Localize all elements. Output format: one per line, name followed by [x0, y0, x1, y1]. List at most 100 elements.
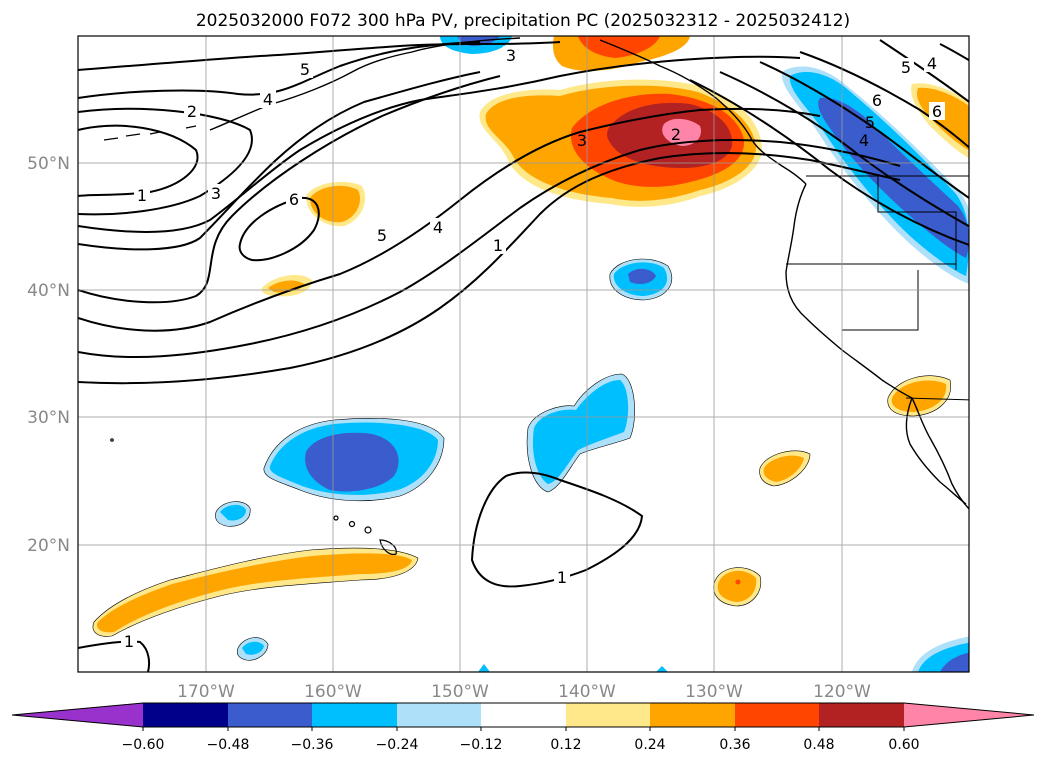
precip-outline [713, 567, 762, 607]
map-gridlines [78, 36, 969, 672]
precip-negative-area [940, 652, 969, 672]
precip-negative-area [220, 504, 246, 521]
lat-label: 20°N [27, 536, 70, 556]
baja-coastline [905, 397, 967, 505]
colorbar-tick-label: 0.36 [719, 737, 750, 753]
island [348, 520, 356, 528]
lat-label: 50°N [27, 154, 70, 174]
contour-label: 4 [927, 54, 937, 73]
pv-contour-line [78, 107, 253, 216]
precip-outline [526, 373, 635, 493]
pv-contour-line [78, 55, 801, 234]
colorbar-segment [650, 703, 735, 727]
aleutian-islands [103, 125, 197, 141]
colorbar-segment [566, 703, 650, 727]
precip-outline [92, 547, 419, 637]
island [364, 526, 372, 534]
lon-label: 150°W [431, 682, 489, 702]
contour-label: 5 [865, 113, 875, 132]
colorbar-tick-label: −0.12 [460, 737, 503, 753]
contour-label: 1 [493, 236, 503, 255]
contour-label-bg [184, 102, 200, 120]
lat-label: 30°N [27, 408, 70, 428]
colorbar-segment [312, 703, 397, 727]
contour-label-bg [554, 568, 570, 586]
colorbar-segment [228, 703, 312, 727]
colorbar-tick-label: −0.36 [291, 737, 334, 753]
contour-label-bg [121, 632, 137, 650]
precip-positive-area [735, 579, 741, 585]
island [379, 539, 397, 555]
precip-outline [887, 375, 951, 417]
pv-contour-line [689, 79, 969, 246]
precip-positive-area [310, 185, 361, 223]
contour-label: 3 [211, 184, 221, 203]
contour-label: 4 [263, 90, 273, 109]
precip-negative-area [532, 380, 629, 484]
pv-contour-line [78, 139, 901, 359]
lon-label: 130°W [685, 682, 743, 702]
island [333, 515, 339, 521]
pv-contour-line [78, 75, 501, 304]
contour-label-bg [374, 226, 390, 244]
pv-contour-labels: 5 3 2 4 1 3 6 5 4 1 3 2 6 5 4 6 [121, 46, 945, 651]
colorbar-tick-label: −0.60 [122, 737, 165, 753]
pv-contour-line [238, 196, 320, 262]
pv-contour-line [78, 41, 481, 99]
contour-label: 2 [671, 125, 681, 144]
contour-label: 1 [137, 186, 147, 205]
precip-negative-area [242, 641, 264, 655]
hawaiian-islands [110, 438, 397, 555]
precip-outline [759, 450, 811, 487]
figure-title: 2025032000 F072 300 hPa PV, precipitatio… [196, 11, 850, 31]
colorbar-segment [819, 703, 904, 727]
pv-contour-line [719, 71, 969, 228]
island [110, 438, 114, 442]
colorbar-tick-label: 0.60 [888, 737, 919, 753]
precip-outline [609, 258, 673, 301]
latitude-labels: 50°N 40°N 30°N 20°N [27, 154, 70, 556]
precip-positive-area [891, 380, 947, 412]
colorbar-segment [735, 703, 819, 727]
precip-outlines [92, 258, 951, 661]
contour-label-bg [134, 186, 150, 204]
colorbar-extend-high [904, 703, 1034, 727]
contour-label-bg [924, 54, 940, 72]
contour-label: 4 [859, 131, 869, 150]
contour-label-bg [490, 236, 506, 254]
pv-contour-line [799, 51, 969, 149]
pv-contours [78, 39, 969, 672]
pv-contour-line [939, 43, 969, 62]
pv-contour-line [78, 124, 199, 197]
colorbar-tick-label: −0.24 [376, 737, 419, 753]
colorbar-segment [397, 703, 481, 727]
contour-label-bg [503, 46, 519, 64]
precip-negative-area [305, 432, 399, 492]
pv-contour-line [78, 41, 561, 71]
contour-label-bg [286, 190, 302, 208]
lon-label: 160°W [304, 682, 362, 702]
precip-negative-area [628, 268, 656, 284]
contour-label-bg [929, 102, 945, 120]
precip-negative-area [656, 666, 668, 672]
colorbar: −0.60 −0.48 −0.36 −0.24 −0.12 0.12 0.24 … [11, 702, 1035, 753]
us-mexico-border [905, 397, 969, 401]
lat-label: 40°N [27, 281, 70, 301]
lon-label: 120°W [813, 682, 871, 702]
colorbar-tick-label: 0.12 [550, 737, 581, 753]
contour-label-bg [260, 90, 276, 108]
contour-label-bg [430, 218, 446, 236]
map-frame [77, 35, 970, 673]
pv-contour-line [759, 61, 969, 200]
precip-outline [236, 637, 269, 661]
contour-label: 5 [300, 60, 310, 79]
contour-label: 5 [377, 226, 387, 245]
contour-label: 4 [433, 218, 443, 237]
precip-outline [215, 501, 251, 527]
contour-label-bg [297, 60, 313, 78]
lon-label: 140°W [558, 682, 616, 702]
precip-negative-area [478, 664, 490, 672]
map-content: 5 3 2 4 1 3 6 5 4 1 3 2 6 5 4 6 [78, 36, 969, 672]
precip-positive-area [717, 570, 757, 602]
